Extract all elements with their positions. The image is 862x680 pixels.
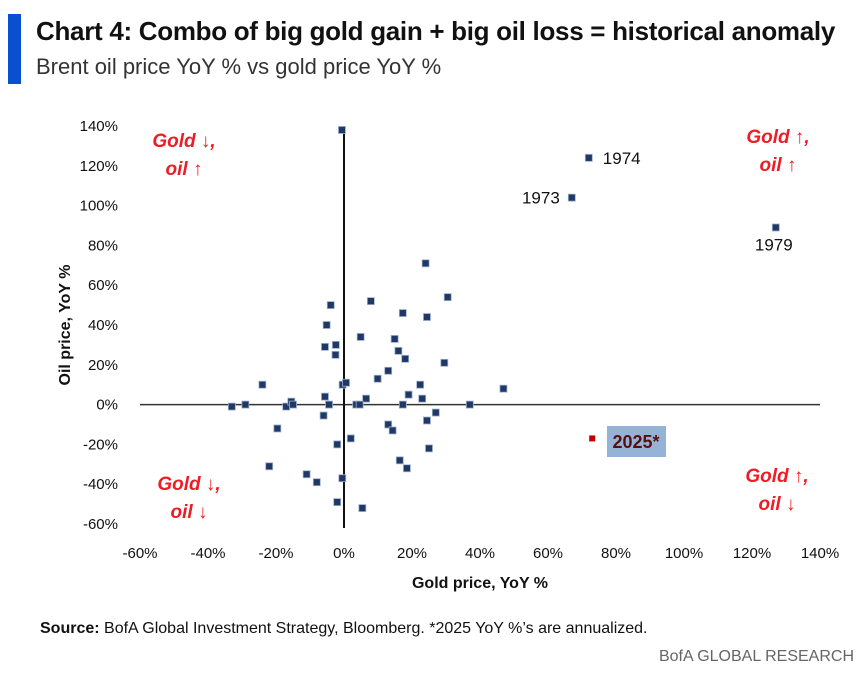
data-point: [346, 434, 355, 443]
y-tick-label: 140%: [80, 118, 118, 135]
data-point: [423, 313, 431, 321]
data-point: [423, 416, 431, 425]
source-text: BofA Global Investment Strategy, Bloombe…: [99, 620, 648, 637]
data-point: [358, 504, 367, 512]
x-tick-label: 40%: [465, 545, 495, 562]
data-point: [390, 335, 399, 343]
point-label-1979: 1979: [755, 235, 793, 254]
data-point: [265, 462, 274, 471]
quadrant-label-top-right: Gold ↑,: [746, 127, 809, 148]
y-tick-label: 0%: [96, 397, 118, 414]
x-tick-label: 20%: [397, 545, 427, 562]
data-point: [302, 470, 311, 479]
chart-subtitle: Brent oil price YoY % vs gold price YoY …: [36, 54, 442, 79]
data-point: [289, 400, 297, 409]
data-point: [373, 374, 382, 383]
brand-label: BofA GLOBAL RESEARCH: [658, 648, 854, 665]
y-tick-label: 60%: [88, 277, 118, 294]
data-point-1973: [567, 193, 576, 202]
data-point: [388, 426, 397, 435]
highlight-point: [589, 435, 596, 442]
y-tick-label: 120%: [80, 158, 118, 175]
data-point: [398, 400, 407, 409]
quadrant-label-bottom-left: Gold ↓,: [157, 474, 220, 495]
data-point: [326, 301, 335, 310]
data-point: [465, 400, 474, 409]
y-tick-label: 20%: [88, 357, 118, 374]
x-tick-label: 140%: [801, 545, 839, 562]
x-tick-label: 100%: [665, 545, 703, 562]
data-point: [394, 346, 403, 355]
point-label-1973: 1973: [522, 189, 560, 208]
data-point: [431, 408, 440, 417]
source-note: Source: BofA Global Investment Strategy,…: [40, 620, 647, 638]
data-point: [355, 400, 364, 409]
data-point: [241, 400, 250, 409]
data-point: [404, 390, 413, 399]
data-point: [331, 340, 340, 349]
data-point-1974: [584, 153, 593, 162]
data-point: [333, 440, 342, 449]
y-axis-label: Oil price, YoY %: [57, 265, 74, 386]
data-point: [227, 402, 236, 411]
data-point: [322, 321, 331, 329]
y-tick-label: 100%: [80, 198, 118, 215]
data-point: [499, 384, 508, 393]
chart-title: Chart 4: Combo of big gold gain + big oi…: [36, 16, 835, 46]
quadrant-label-top-right: oil ↑: [760, 155, 797, 176]
highlight-label-box: [607, 426, 666, 457]
data-point: [325, 400, 333, 409]
x-tick-label: 120%: [733, 545, 771, 562]
data-point: [384, 420, 393, 429]
accent-bar: [8, 14, 21, 84]
x-tick-label: -20%: [258, 545, 293, 562]
quadrant-label-bottom-right: oil ↓: [759, 494, 796, 515]
data-point: [321, 342, 329, 351]
highlight-label: 2025*: [612, 432, 659, 452]
y-tick-label: -40%: [83, 476, 118, 493]
quadrant-label-top-left: oil ↑: [166, 159, 203, 180]
y-tick-label: 80%: [88, 237, 118, 254]
x-tick-label: 0%: [333, 545, 355, 562]
x-axis-label: Gold price, YoY %: [412, 575, 548, 592]
y-tick-label: 40%: [88, 317, 118, 334]
data-point: [366, 297, 375, 306]
data-point: [312, 478, 321, 487]
quadrant-label-bottom-right: Gold ↑,: [745, 466, 808, 487]
data-point: [418, 394, 427, 403]
data-point: [333, 498, 342, 507]
data-point: [331, 350, 340, 359]
data-point: [338, 474, 347, 483]
source-label: Source:: [40, 620, 100, 637]
data-point: [402, 464, 411, 473]
data-point: [321, 392, 329, 401]
point-label-1974: 1974: [603, 149, 641, 168]
data-point: [398, 309, 407, 317]
x-tick-label: 60%: [533, 545, 563, 562]
data-point: [342, 378, 350, 387]
data-point: [425, 444, 433, 453]
x-tick-label: -40%: [190, 545, 225, 562]
quadrant-label-top-left: Gold ↓,: [152, 131, 215, 152]
x-tick-label: -60%: [122, 545, 157, 562]
data-point: [421, 259, 430, 268]
data-point: [362, 394, 371, 403]
y-tick-label: -60%: [83, 516, 118, 533]
data-point: [443, 293, 452, 302]
data-point: [395, 456, 404, 465]
data-point: [384, 366, 393, 375]
data-point: [416, 380, 425, 389]
data-point: [440, 358, 449, 367]
data-point: [338, 126, 346, 134]
data-point: [356, 333, 365, 341]
y-tick-label: -20%: [83, 436, 118, 453]
x-tick-label: 80%: [601, 545, 631, 562]
data-point: [258, 380, 267, 389]
quadrant-label-bottom-left: oil ↓: [171, 502, 208, 523]
data-point: [401, 354, 410, 363]
data-point: [319, 411, 328, 420]
data-point: [273, 424, 282, 433]
data-point-1979: [771, 223, 780, 232]
